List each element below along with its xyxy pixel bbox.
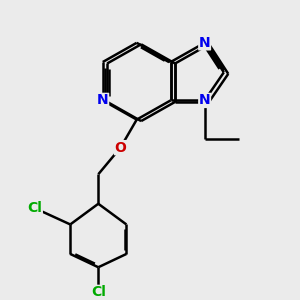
- Text: N: N: [97, 93, 109, 107]
- Text: Cl: Cl: [91, 285, 106, 299]
- Text: N: N: [199, 93, 210, 107]
- Text: Cl: Cl: [27, 201, 42, 215]
- Text: N: N: [199, 36, 210, 50]
- Text: O: O: [115, 141, 126, 155]
